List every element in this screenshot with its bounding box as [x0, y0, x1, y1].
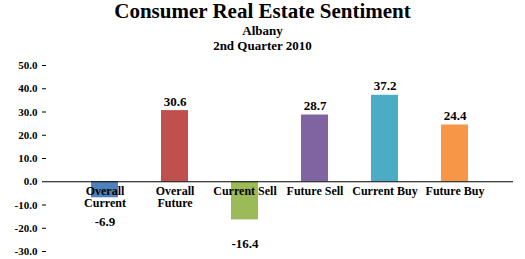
svg-text:30.6: 30.6 [164, 94, 187, 109]
svg-text:OverallCurrent: OverallCurrent [84, 184, 126, 210]
svg-text:-16.4: -16.4 [231, 236, 259, 251]
svg-text:Current Sell: Current Sell [213, 184, 277, 198]
svg-text:-6.9: -6.9 [95, 214, 116, 229]
svg-text:20.0: 20.0 [18, 129, 38, 141]
svg-text:Current Buy: Current Buy [352, 184, 417, 198]
svg-text:24.4: 24.4 [444, 108, 467, 123]
svg-text:Future Buy: Future Buy [426, 184, 485, 198]
svg-text:10.0: 10.0 [18, 152, 38, 164]
svg-text:50.0: 50.0 [18, 59, 38, 71]
svg-text:Future Sell: Future Sell [287, 184, 344, 198]
html-text:2nd Quarter 2010: 2nd Quarter 2010 [213, 38, 312, 53]
svg-text:0.0: 0.0 [24, 175, 38, 187]
svg-text:28.7: 28.7 [304, 98, 327, 113]
svg-text:-10.0: -10.0 [15, 199, 38, 211]
html-text:Albany: Albany [242, 23, 283, 38]
svg-text:-20.0: -20.0 [15, 222, 38, 234]
svg-text:30.0: 30.0 [18, 106, 38, 118]
html-text:Consumer Real Estate Sentiment: Consumer Real Estate Sentiment [114, 0, 411, 23]
svg-text:40.0: 40.0 [18, 82, 38, 94]
svg-text:-30.0: -30.0 [15, 245, 38, 257]
svg-text:OverallFuture: OverallFuture [156, 184, 195, 210]
svg-text:37.2: 37.2 [374, 78, 397, 93]
